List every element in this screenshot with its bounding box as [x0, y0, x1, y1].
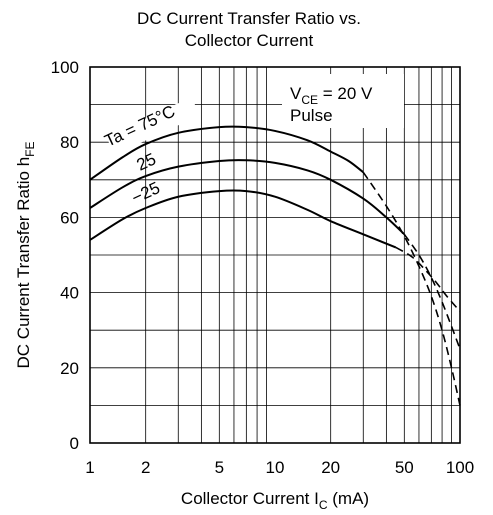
condition-pulse: Pulse [290, 106, 333, 125]
series-line-dashed-0 [363, 172, 460, 405]
y-tick-label: 0 [70, 434, 79, 453]
y-tick-label: 100 [51, 58, 79, 77]
y-tick-label: 20 [60, 359, 79, 378]
x-axis-label: Collector Current IC (mA) [181, 489, 369, 512]
y-tick-label: 40 [60, 284, 79, 303]
x-tick-label: 100 [446, 458, 474, 477]
x-tick-labels: 1 2 5 10 20 50 100 [85, 458, 474, 477]
y-tick-label: 60 [60, 208, 79, 227]
x-tick-label: 2 [141, 458, 150, 477]
x-tick-label: 5 [215, 458, 224, 477]
y-axis-label: DC Current Transfer Ratio hFE [14, 142, 37, 369]
x-tick-label: 50 [395, 458, 414, 477]
x-tick-label: 10 [266, 458, 285, 477]
series-line-dashed-2 [396, 247, 460, 311]
curve-label-25: 25 [134, 149, 159, 174]
y-tick-labels: 0 20 40 60 80 100 [51, 58, 79, 453]
chart-title-line-2: Collector Current [185, 31, 314, 50]
chart-title-line-1: DC Current Transfer Ratio vs. [137, 9, 361, 28]
x-tick-label: 1 [85, 458, 94, 477]
y-tick-label: 80 [60, 133, 79, 152]
x-tick-label: 20 [321, 458, 340, 477]
